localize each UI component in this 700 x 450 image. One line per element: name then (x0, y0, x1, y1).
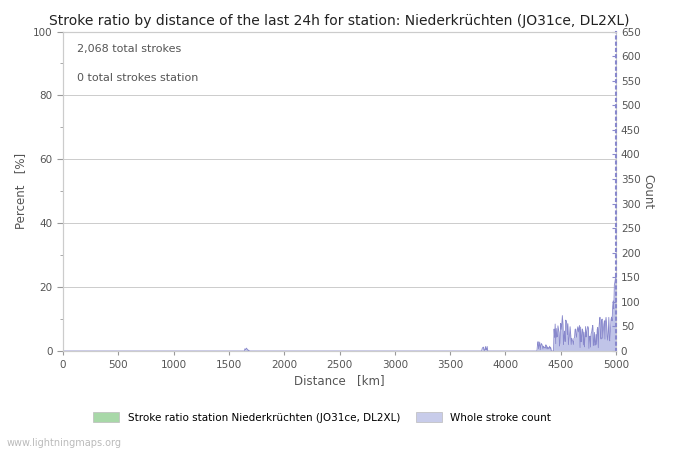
Y-axis label: Percent   [%]: Percent [%] (15, 153, 27, 230)
Legend: Stroke ratio station Niederkrüchten (JO31ce, DL2XL), Whole stroke count: Stroke ratio station Niederkrüchten (JO3… (89, 408, 555, 427)
Y-axis label: Count: Count (641, 174, 654, 209)
X-axis label: Distance   [km]: Distance [km] (294, 374, 385, 387)
Title: Stroke ratio by distance of the last 24h for station: Niederkrüchten (JO31ce, DL: Stroke ratio by distance of the last 24h… (49, 14, 630, 27)
Text: 0 total strokes station: 0 total strokes station (77, 73, 198, 83)
Text: www.lightningmaps.org: www.lightningmaps.org (7, 438, 122, 448)
Text: 2,068 total strokes: 2,068 total strokes (77, 44, 181, 54)
